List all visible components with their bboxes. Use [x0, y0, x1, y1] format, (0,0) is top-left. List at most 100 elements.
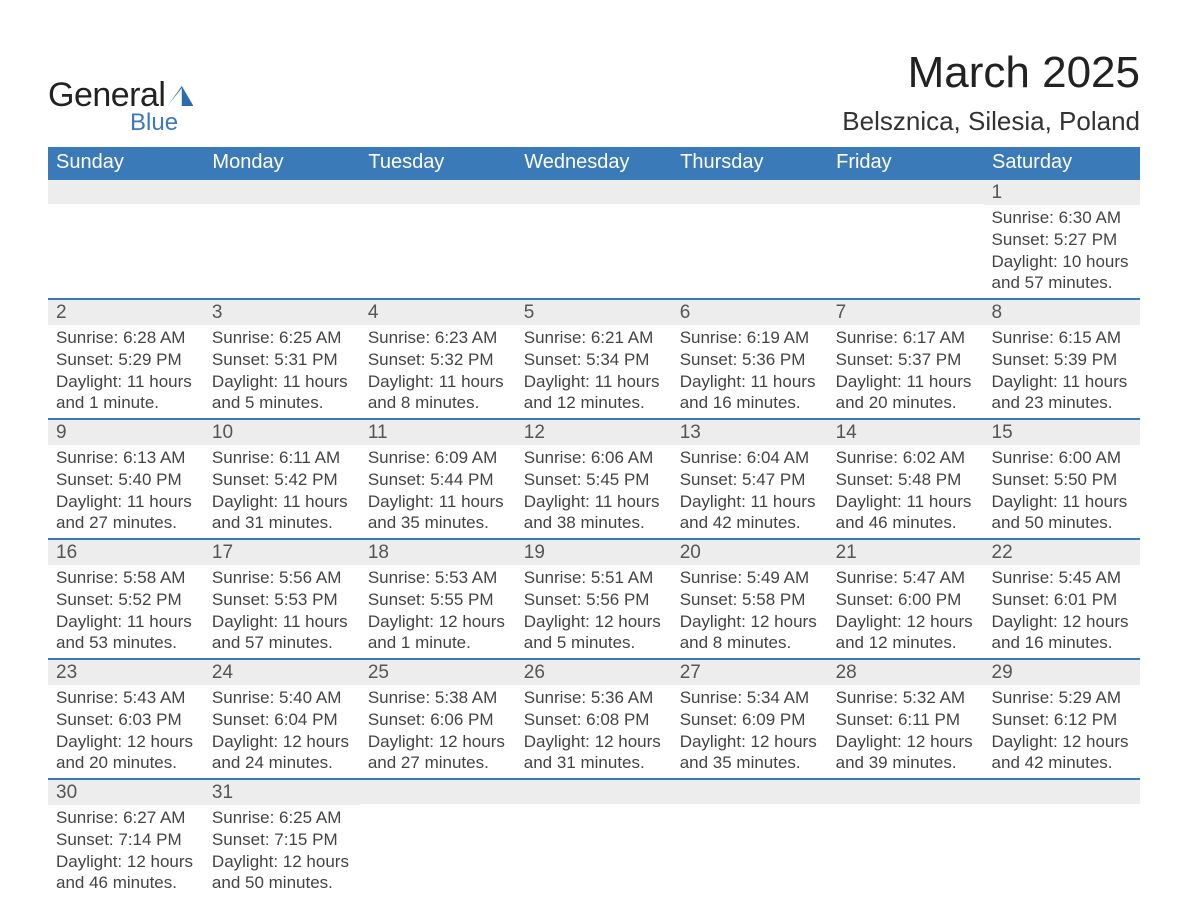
calendar-day-cell: [672, 779, 828, 898]
day-body: [828, 804, 984, 884]
sunrise-line: Sunrise: 5:58 AM: [56, 567, 196, 589]
brand-mark-icon: [167, 86, 193, 106]
sunrise-line: Sunrise: 6:15 AM: [992, 327, 1132, 349]
day-number: 2: [48, 300, 204, 325]
sunrise-line: Sunrise: 6:30 AM: [992, 207, 1132, 229]
sunrise-line: Sunrise: 6:23 AM: [368, 327, 508, 349]
day-number: 3: [204, 300, 360, 325]
day-body: Sunrise: 5:40 AMSunset: 6:04 PMDaylight:…: [204, 685, 360, 778]
sunrise-line: Sunrise: 6:13 AM: [56, 447, 196, 469]
day-body: Sunrise: 5:36 AMSunset: 6:08 PMDaylight:…: [516, 685, 672, 778]
day-body: [516, 804, 672, 884]
day-body: Sunrise: 6:11 AMSunset: 5:42 PMDaylight:…: [204, 445, 360, 538]
day-header: Tuesday: [360, 147, 516, 179]
daylight-line: Daylight: 11 hours and 27 minutes.: [56, 491, 196, 535]
day-body: Sunrise: 5:53 AMSunset: 5:55 PMDaylight:…: [360, 565, 516, 658]
daylight-line: Daylight: 11 hours and 23 minutes.: [992, 371, 1132, 415]
day-number: 21: [828, 540, 984, 565]
daylight-line: Daylight: 11 hours and 50 minutes.: [992, 491, 1132, 535]
sunset-line: Sunset: 5:50 PM: [992, 469, 1132, 491]
sunset-line: Sunset: 5:40 PM: [56, 469, 196, 491]
sunrise-line: Sunrise: 5:40 AM: [212, 687, 352, 709]
day-body: Sunrise: 5:58 AMSunset: 5:52 PMDaylight:…: [48, 565, 204, 658]
day-number: 31: [204, 780, 360, 805]
sunset-line: Sunset: 6:08 PM: [524, 709, 664, 731]
day-number: 23: [48, 660, 204, 685]
day-number: 26: [516, 660, 672, 685]
calendar-day-cell: 27Sunrise: 5:34 AMSunset: 6:09 PMDayligh…: [672, 659, 828, 779]
sunset-line: Sunset: 5:44 PM: [368, 469, 508, 491]
page-title: March 2025: [842, 48, 1140, 98]
day-header: Thursday: [672, 147, 828, 179]
day-header-row: Sunday Monday Tuesday Wednesday Thursday…: [48, 147, 1140, 179]
day-number: 7: [828, 300, 984, 325]
day-number: 12: [516, 420, 672, 445]
sunset-line: Sunset: 5:37 PM: [836, 349, 976, 371]
day-number: [516, 780, 672, 804]
day-body: Sunrise: 6:19 AMSunset: 5:36 PMDaylight:…: [672, 325, 828, 418]
day-body: [984, 804, 1140, 884]
daylight-line: Daylight: 12 hours and 42 minutes.: [992, 731, 1132, 775]
sunrise-line: Sunrise: 6:27 AM: [56, 807, 196, 829]
calendar-week-row: 23Sunrise: 5:43 AMSunset: 6:03 PMDayligh…: [48, 659, 1140, 779]
sunrise-line: Sunrise: 6:19 AM: [680, 327, 820, 349]
sunset-line: Sunset: 5:31 PM: [212, 349, 352, 371]
calendar-day-cell: 24Sunrise: 5:40 AMSunset: 6:04 PMDayligh…: [204, 659, 360, 779]
calendar-day-cell: [672, 179, 828, 299]
day-body: Sunrise: 5:51 AMSunset: 5:56 PMDaylight:…: [516, 565, 672, 658]
calendar-day-cell: 9Sunrise: 6:13 AMSunset: 5:40 PMDaylight…: [48, 419, 204, 539]
calendar-day-cell: 1Sunrise: 6:30 AMSunset: 5:27 PMDaylight…: [984, 179, 1140, 299]
day-body: Sunrise: 5:56 AMSunset: 5:53 PMDaylight:…: [204, 565, 360, 658]
calendar-table: Sunday Monday Tuesday Wednesday Thursday…: [48, 147, 1140, 898]
day-number: [48, 180, 204, 204]
day-number: [672, 780, 828, 804]
calendar-day-cell: 18Sunrise: 5:53 AMSunset: 5:55 PMDayligh…: [360, 539, 516, 659]
daylight-line: Daylight: 12 hours and 50 minutes.: [212, 851, 352, 895]
calendar-day-cell: [516, 179, 672, 299]
sunset-line: Sunset: 5:55 PM: [368, 589, 508, 611]
daylight-line: Daylight: 11 hours and 1 minute.: [56, 371, 196, 415]
sunset-line: Sunset: 5:39 PM: [992, 349, 1132, 371]
daylight-line: Daylight: 11 hours and 38 minutes.: [524, 491, 664, 535]
day-number: 5: [516, 300, 672, 325]
daylight-line: Daylight: 11 hours and 31 minutes.: [212, 491, 352, 535]
calendar-day-cell: 2Sunrise: 6:28 AMSunset: 5:29 PMDaylight…: [48, 299, 204, 419]
day-header: Friday: [828, 147, 984, 179]
calendar-day-cell: 25Sunrise: 5:38 AMSunset: 6:06 PMDayligh…: [360, 659, 516, 779]
header: General Blue March 2025 Belsznica, Siles…: [48, 48, 1140, 137]
day-body: [516, 204, 672, 284]
sunrise-line: Sunrise: 5:32 AM: [836, 687, 976, 709]
day-number: 10: [204, 420, 360, 445]
calendar-day-cell: 19Sunrise: 5:51 AMSunset: 5:56 PMDayligh…: [516, 539, 672, 659]
day-body: Sunrise: 6:15 AMSunset: 5:39 PMDaylight:…: [984, 325, 1140, 418]
daylight-line: Daylight: 10 hours and 57 minutes.: [992, 251, 1132, 295]
sunset-line: Sunset: 5:32 PM: [368, 349, 508, 371]
calendar-day-cell: [48, 179, 204, 299]
day-body: [204, 204, 360, 284]
calendar-day-cell: [828, 179, 984, 299]
daylight-line: Daylight: 11 hours and 35 minutes.: [368, 491, 508, 535]
day-body: Sunrise: 6:21 AMSunset: 5:34 PMDaylight:…: [516, 325, 672, 418]
sunrise-line: Sunrise: 5:43 AM: [56, 687, 196, 709]
brand-word-2: Blue: [130, 109, 193, 137]
calendar-week-row: 16Sunrise: 5:58 AMSunset: 5:52 PMDayligh…: [48, 539, 1140, 659]
calendar-day-cell: 8Sunrise: 6:15 AMSunset: 5:39 PMDaylight…: [984, 299, 1140, 419]
sunrise-line: Sunrise: 5:47 AM: [836, 567, 976, 589]
sunrise-line: Sunrise: 5:29 AM: [992, 687, 1132, 709]
sunrise-line: Sunrise: 5:36 AM: [524, 687, 664, 709]
calendar-day-cell: 20Sunrise: 5:49 AMSunset: 5:58 PMDayligh…: [672, 539, 828, 659]
day-body: [48, 204, 204, 284]
day-header: Saturday: [984, 147, 1140, 179]
day-number: 11: [360, 420, 516, 445]
day-body: Sunrise: 5:45 AMSunset: 6:01 PMDaylight:…: [984, 565, 1140, 658]
daylight-line: Daylight: 12 hours and 8 minutes.: [680, 611, 820, 655]
day-number: 16: [48, 540, 204, 565]
calendar-day-cell: 12Sunrise: 6:06 AMSunset: 5:45 PMDayligh…: [516, 419, 672, 539]
daylight-line: Daylight: 12 hours and 16 minutes.: [992, 611, 1132, 655]
calendar-day-cell: 4Sunrise: 6:23 AMSunset: 5:32 PMDaylight…: [360, 299, 516, 419]
title-block: March 2025 Belsznica, Silesia, Poland: [842, 48, 1140, 137]
sunrise-line: Sunrise: 6:28 AM: [56, 327, 196, 349]
calendar-day-cell: [360, 179, 516, 299]
daylight-line: Daylight: 11 hours and 16 minutes.: [680, 371, 820, 415]
day-number: 22: [984, 540, 1140, 565]
